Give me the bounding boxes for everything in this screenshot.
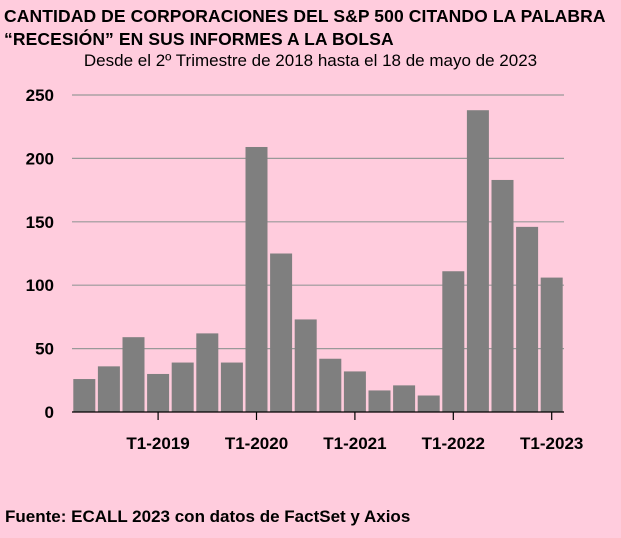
bar xyxy=(491,179,514,412)
bar xyxy=(147,373,170,412)
bar xyxy=(245,146,268,412)
bar xyxy=(73,379,96,412)
bars xyxy=(73,110,563,412)
bar xyxy=(417,395,440,412)
y-tick-label: 100 xyxy=(26,276,54,295)
x-axis-labels: T1-2019 T1-2020 T1-2021 T1-2022 T1-2023 xyxy=(126,434,583,453)
chart-source: Fuente: ECALL 2023 con datos de FactSet … xyxy=(5,507,411,526)
y-tick-label: 0 xyxy=(45,403,54,422)
y-tick-label: 250 xyxy=(26,86,54,105)
grid-lines xyxy=(72,94,564,350)
bar xyxy=(393,385,416,412)
bar xyxy=(516,226,539,412)
bar xyxy=(97,366,120,412)
y-tick-label: 200 xyxy=(26,149,54,168)
x-tick-label: T1-2021 xyxy=(323,434,386,453)
x-tick-label: T1-2019 xyxy=(126,434,189,453)
bar xyxy=(171,362,194,412)
bar xyxy=(319,358,342,412)
chart-subtitle: Desde el 2º Trimestre de 2018 hasta el 1… xyxy=(83,51,538,70)
bar xyxy=(294,319,317,412)
y-tick-label: 50 xyxy=(35,340,54,359)
bar xyxy=(368,390,391,412)
x-tick-label: T1-2020 xyxy=(225,434,288,453)
bar xyxy=(220,362,243,412)
chart-title: CANTIDAD DE CORPORACIONES DEL S&P 500 CI… xyxy=(4,6,605,49)
y-axis-labels: 0 50 100 150 200 250 xyxy=(26,86,54,422)
bar xyxy=(466,110,489,412)
bar xyxy=(540,277,563,412)
x-tick-label: T1-2023 xyxy=(520,434,583,453)
bar xyxy=(343,371,366,412)
y-tick-label: 150 xyxy=(26,213,54,232)
bar xyxy=(122,337,145,412)
bar xyxy=(270,253,293,412)
x-tick-label: T1-2022 xyxy=(422,434,485,453)
bar xyxy=(196,333,219,412)
x-axis xyxy=(72,411,564,420)
bar xyxy=(442,271,465,412)
